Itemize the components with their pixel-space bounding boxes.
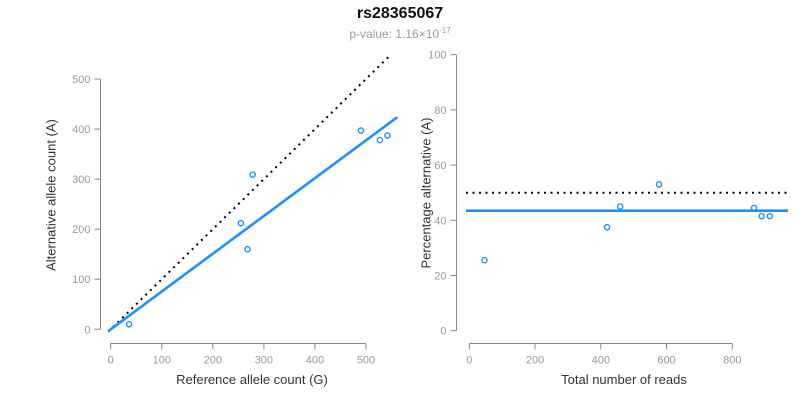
- data-point: [750, 204, 758, 212]
- left-x-axis-title: Reference allele count (G): [176, 372, 328, 387]
- percentage-alternative-scatter-panel: 0 20 40 60 80 100 0 200 400 600 800: [428, 50, 788, 367]
- y-tick-label: 200: [72, 224, 90, 236]
- y-tick-label: 100: [428, 50, 446, 62]
- y-tick-label: 60: [434, 160, 446, 172]
- data-point: [376, 136, 384, 144]
- data-point: [357, 127, 365, 134]
- y-tick-label: 40: [434, 215, 446, 227]
- pvalue-label: p-value:: [349, 27, 396, 41]
- expected-50pct-line: [107, 54, 392, 333]
- data-point: [758, 212, 765, 220]
- x-tick-label: 800: [723, 355, 741, 367]
- data-point: [237, 219, 245, 227]
- y-tick-label: 500: [72, 74, 90, 86]
- data-point: [125, 320, 133, 328]
- pvalue-mantissa: 1.16×10: [395, 27, 440, 41]
- data-point: [766, 212, 774, 220]
- right-x-axis-title: Total number of reads: [561, 372, 687, 387]
- x-tick-label: 500: [357, 355, 375, 367]
- pvalue-exponent: -17: [439, 26, 451, 35]
- y-tick-label: 300: [72, 174, 90, 186]
- x-tick-label: 400: [306, 355, 324, 367]
- right-y-axis-title: Percentage alternative (A): [418, 117, 434, 269]
- y-tick-label: 400: [72, 124, 90, 136]
- allele-count-scatter-panel: 0 100 200 300 400 500 0 100 200 300 400 500: [72, 54, 399, 367]
- x-tick-label: 100: [153, 355, 171, 367]
- data-point: [384, 132, 391, 139]
- data-point: [249, 171, 256, 178]
- pvalue-subtitle: p-value: 1.16×10-17: [0, 26, 800, 41]
- observed-fit-line: [107, 116, 399, 333]
- x-tick-label: 0: [466, 355, 472, 367]
- data-point: [655, 181, 663, 188]
- y-tick-label: 0: [440, 326, 446, 338]
- data-point: [616, 203, 624, 210]
- data-point: [481, 257, 488, 264]
- x-tick-label: 600: [657, 355, 675, 367]
- y-tick-label: 100: [72, 274, 90, 286]
- page-title: rs28365067: [356, 5, 444, 22]
- x-tick-label: 300: [255, 355, 273, 367]
- data-point: [603, 223, 611, 231]
- y-tick-label: 20: [434, 271, 446, 283]
- data-point: [244, 245, 251, 253]
- x-tick-label: 200: [204, 355, 222, 367]
- x-tick-label: 0: [108, 355, 114, 367]
- x-tick-label: 200: [526, 355, 544, 367]
- y-tick-label: 0: [84, 324, 90, 336]
- left-y-axis-title: Alternative allele count (A): [43, 119, 59, 271]
- x-tick-label: 400: [592, 355, 610, 367]
- y-tick-label: 80: [434, 105, 446, 117]
